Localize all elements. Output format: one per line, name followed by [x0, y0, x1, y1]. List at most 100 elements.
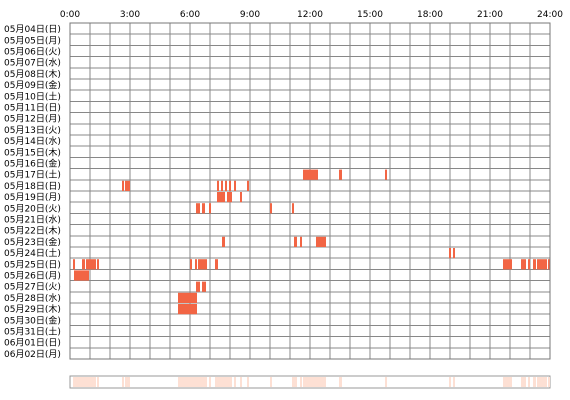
summary-mark: [385, 377, 387, 387]
summary-mark: [533, 377, 536, 387]
summary-mark: [247, 377, 249, 387]
summary-mark: [294, 377, 297, 387]
row-label: 05月31日(土): [4, 326, 61, 338]
activity-bar: [97, 259, 99, 270]
x-tick-label: 12:00: [297, 10, 323, 20]
row-label: 05月04日(日): [4, 24, 61, 35]
activity-bar: [229, 180, 231, 191]
activity-bar: [178, 292, 197, 303]
activity-bar: [247, 180, 249, 191]
row-label: 05月07日(水): [4, 57, 61, 69]
summary-mark: [449, 377, 451, 387]
summary-strip: [69, 375, 551, 389]
row-label: 05月13日(火): [4, 125, 61, 136]
activity-bar: [178, 304, 197, 315]
summary-mark: [74, 377, 89, 387]
x-tick-label: 24:00: [537, 10, 563, 20]
activity-bar: [225, 180, 227, 191]
summary-mark: [222, 377, 225, 387]
activity-bar: [533, 259, 536, 270]
activity-bar: [196, 281, 200, 292]
x-tick-label: 18:00: [417, 10, 443, 20]
activity-bar: [195, 259, 197, 270]
activity-bar: [303, 169, 318, 180]
row-label: 05月24日(土): [4, 247, 61, 259]
summary-mark: [548, 377, 550, 387]
summary-mark: [234, 377, 236, 387]
activity-bar: [217, 180, 219, 191]
row-label: 05月15日(木): [4, 146, 61, 158]
activity-bar: [449, 248, 451, 259]
summary-mark: [227, 377, 232, 387]
x-tick-label: 3:00: [120, 10, 140, 20]
row-label: 05月10日(土): [4, 90, 61, 102]
summary-mark: [225, 377, 227, 387]
row-label: 05月05日(月): [4, 35, 61, 46]
row-label: 05月08日(木): [4, 68, 61, 80]
row-label: 05月17日(土): [4, 169, 61, 181]
summary-mark: [270, 377, 272, 387]
activity-bar: [196, 203, 200, 214]
activity-bar: [198, 259, 207, 270]
row-label: 05月22日(木): [4, 225, 61, 237]
row-label: 05月28日(水): [4, 292, 61, 304]
plot-frame: [69, 22, 551, 360]
row-label: 05月26日(月): [4, 271, 61, 282]
row-label: 05月16日(金): [4, 158, 61, 170]
activity-bar: [240, 192, 242, 203]
summary-mark: [209, 377, 211, 387]
row-label: 05月14日(水): [4, 135, 61, 147]
activity-bar: [294, 236, 297, 247]
row-label: 05月21日(水): [4, 214, 61, 226]
activity-bar: [300, 236, 302, 247]
summary-mark: [339, 377, 342, 387]
activity-bar: [221, 180, 223, 191]
row-labels: 05月04日(日)05月05日(月)05月06日(火)05月07日(水)05月0…: [4, 24, 61, 360]
summary-mark: [178, 377, 197, 387]
activity-bar: [86, 259, 96, 270]
summary-mark: [217, 377, 225, 387]
summary-mark: [86, 377, 96, 387]
summary-mark: [300, 377, 302, 387]
row-label: 06月02日(月): [4, 349, 61, 360]
row-label: 05月29日(木): [4, 303, 61, 315]
grid-lines: [70, 23, 550, 359]
summary-mark: [316, 377, 326, 387]
x-tick-label: 15:00: [357, 10, 383, 20]
activity-bar: [453, 248, 455, 259]
activity-bar: [537, 259, 547, 270]
activity-bar: [528, 259, 530, 270]
activity-bar: [227, 192, 232, 203]
activity-bar: [202, 203, 205, 214]
row-label: 05月27日(火): [4, 282, 61, 293]
summary-mark: [122, 377, 124, 387]
activity-bar: [503, 259, 512, 270]
activity-bar: [215, 259, 218, 270]
summary-mark: [303, 377, 318, 387]
row-label: 05月11日(日): [4, 103, 61, 114]
activity-bar: [125, 180, 130, 191]
summary-mark: [503, 377, 512, 387]
summary-mark: [292, 377, 294, 387]
x-tick-label: 0:00: [60, 10, 80, 20]
row-label: 05月06日(火): [4, 47, 61, 58]
summary-mark: [97, 377, 99, 387]
summary-mark: [537, 377, 547, 387]
row-label: 05月20日(火): [4, 203, 61, 214]
row-label: 06月01日(日): [4, 338, 61, 349]
x-tick-label: 6:00: [180, 10, 200, 20]
x-tick-label: 9:00: [240, 10, 260, 20]
activity-bar: [270, 203, 272, 214]
summary-mark: [528, 377, 530, 387]
activity-bar: [217, 192, 225, 203]
activity-bar: [548, 259, 550, 270]
summary-mark: [202, 377, 206, 387]
row-label: 05月18日(日): [4, 181, 61, 192]
activity-bars: [73, 169, 550, 315]
row-label: 05月30日(金): [4, 314, 61, 326]
activity-bar: [385, 169, 387, 180]
row-label: 05月12日(月): [4, 114, 61, 125]
row-label: 05月09日(金): [4, 79, 61, 91]
x-tick-labels: 0:00 3:00 6:00 9:00 12:00 15:00 18:00 21:00 24:0…: [60, 10, 563, 20]
